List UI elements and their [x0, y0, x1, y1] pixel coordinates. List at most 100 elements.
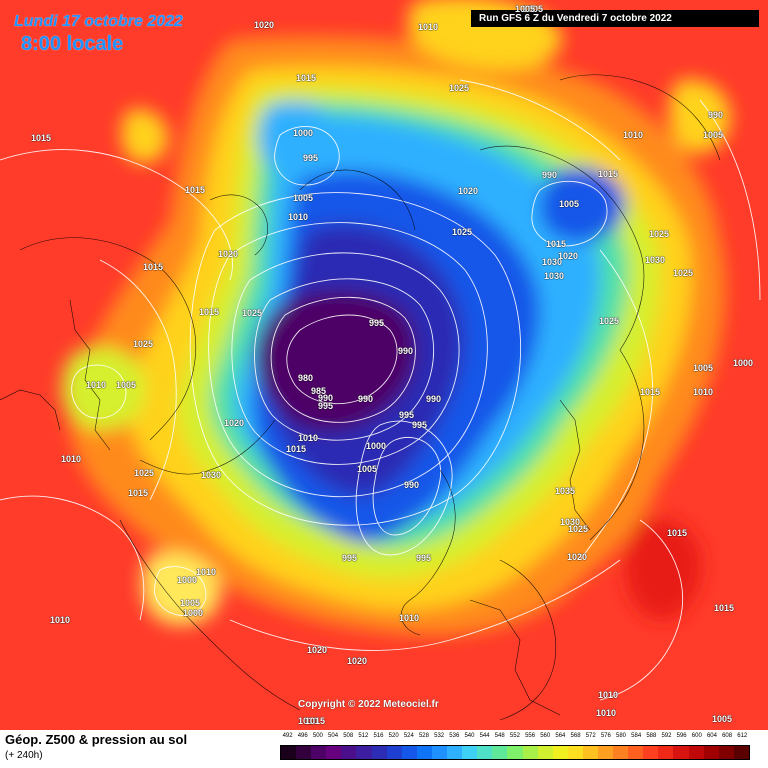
- isobar-pressure-label: 1015: [185, 185, 206, 195]
- legend-swatch: [658, 746, 674, 759]
- isobar-pressure-label: 995: [342, 553, 358, 563]
- isobar-pressure-label: 1005: [116, 380, 137, 390]
- isobar-pressure-label: 1010: [596, 708, 617, 718]
- legend-swatch: [492, 746, 508, 759]
- isobar-pressure-label: 990: [318, 393, 334, 403]
- legend-swatch: [597, 746, 614, 759]
- legend-swatch: [311, 746, 327, 759]
- isobar-pressure-label: 1015: [667, 528, 688, 538]
- isobar-pressure-label: 1000: [366, 441, 387, 451]
- legend-swatch: [281, 746, 297, 759]
- legend-tick-label: 508: [343, 733, 354, 739]
- legend-tick-label: 560: [540, 733, 551, 739]
- isobar-pressure-label: 1015: [143, 262, 164, 272]
- isobar-pressure-label: 990: [542, 170, 558, 180]
- legend-swatch: [552, 746, 568, 759]
- isobar-pressure-label: 990: [426, 394, 442, 404]
- legend-tick-label: 520: [388, 733, 399, 739]
- legend-tick-label: 608: [722, 733, 733, 739]
- isobar-pressure-label: 1020: [567, 552, 588, 562]
- isobar-pressure-label: 1010: [86, 380, 107, 390]
- legend-tick-label: 536: [449, 733, 460, 739]
- legend-swatch: [537, 746, 553, 759]
- legend-swatch: [628, 746, 644, 759]
- copyright-text: Copyright © 2022 Meteociel.fr: [298, 699, 439, 710]
- isobar-pressure-label: 1020: [218, 249, 239, 259]
- legend-swatch: [582, 746, 598, 759]
- isobar-pressure-label: 1010: [288, 212, 309, 222]
- isobar-pressure-label: 1010: [693, 387, 714, 397]
- legend-swatch: [477, 746, 493, 759]
- isobar-pressure-label: 1025: [449, 83, 470, 93]
- isobar-pressure-label: 995: [416, 553, 432, 563]
- legend-tick-label: 588: [646, 733, 657, 739]
- isobar-pressure-label: 1000: [183, 608, 204, 618]
- isobar-pressure-label: 1035: [555, 486, 576, 496]
- isobar-pressure-label: 1010: [298, 716, 319, 726]
- legend-tick-label: 496: [297, 733, 308, 739]
- isobar-pressure-label: 1025: [133, 339, 154, 349]
- legend-swatch: [326, 746, 342, 759]
- legend-swatch: [688, 746, 704, 759]
- isobar-pressure-label: 1010: [196, 567, 217, 577]
- isobar-pressure-label: 990: [404, 480, 420, 490]
- isobar-pressure-label: 990: [708, 110, 724, 120]
- isobar-pressure-label: 1020: [558, 251, 579, 261]
- legend-swatch: [522, 746, 538, 759]
- isobar-pressure-label: 1015: [296, 73, 317, 83]
- isobar-pressure-label: 1010: [418, 22, 439, 32]
- isobar-pressure-label: 1030: [542, 257, 563, 267]
- legend-swatch: [371, 746, 387, 759]
- isobar-pressure-label: 1020: [254, 20, 275, 30]
- legend-tick-label: 592: [661, 733, 672, 739]
- legend-swatch: [643, 746, 659, 759]
- isobar-pressure-label: 1025: [599, 316, 620, 326]
- footer-subtitle: (+ 240h): [5, 750, 43, 761]
- isobar-pressure-label: 985: [311, 386, 327, 396]
- isobar-pressure-label: 1015: [286, 444, 307, 454]
- legend-swatch: [507, 746, 523, 759]
- legend-tick-label: 584: [631, 733, 642, 739]
- legend-tick-label: 568: [570, 733, 581, 739]
- isobar-pressure-label: 1025: [673, 268, 694, 278]
- isobar-pressure-label: 1030: [544, 271, 565, 281]
- legend-tick-label: 572: [585, 733, 596, 739]
- legend-tick-label: 512: [358, 733, 369, 739]
- model-run-info: Run GFS 6 Z du Vendredi 7 octobre 2022: [471, 10, 759, 27]
- isobar-pressure-label: 990: [398, 346, 414, 356]
- legend-tick-label: 492: [282, 733, 293, 739]
- legend-swatch: [718, 746, 734, 759]
- isobar-pressure-label: 995: [303, 153, 319, 163]
- legend-tick-label: 576: [600, 733, 611, 739]
- isobar-pressure-label: 1010: [399, 613, 420, 623]
- legend-tick-label: 540: [464, 733, 475, 739]
- legend-tick-labels: 492 496 500 504 508 512 516 520 524 528 532 536 540 5…: [280, 733, 750, 743]
- isobar-pressure-label: 1030: [201, 470, 222, 480]
- isobar-pressure-label: 980: [298, 373, 314, 383]
- isobar-pressure-label: 1030: [645, 255, 666, 265]
- isobar-pressure-label: 1015: [714, 603, 735, 613]
- isobar-pressure-label: 1025: [452, 227, 473, 237]
- legend-swatch: [462, 746, 478, 759]
- isobar-pressure-label: 1000: [177, 575, 198, 585]
- legend-tick-label: 580: [616, 733, 627, 739]
- isobar-pressure-label: 1015: [305, 716, 326, 726]
- legend-swatch: [386, 746, 402, 759]
- isobar-pressure-label: 1020: [224, 418, 245, 428]
- isobar-pressure-label: 1005: [693, 363, 714, 373]
- isobar-pressure-label: 995: [399, 410, 415, 420]
- isobar-pressure-label: 1015: [199, 307, 220, 317]
- legend-tick-label: 504: [328, 733, 339, 739]
- footer-title: Géop. Z500 & pression au sol: [5, 732, 188, 747]
- isobar-pressure-label: 995: [369, 318, 385, 328]
- isobar-pressure-label: 1025: [134, 468, 155, 478]
- legend-swatch: [673, 746, 689, 759]
- isobar-pressure-label: 1005: [515, 4, 536, 14]
- isobar-pressure-label: 995: [318, 401, 334, 411]
- isobar-pressure-label: 1005: [703, 130, 724, 140]
- legend-swatch: [341, 746, 357, 759]
- isobar-pressure-label: 1010: [623, 130, 644, 140]
- legend-tick-label: 516: [373, 733, 384, 739]
- forecast-date: Lundi 17 octobre 2022: [14, 13, 183, 30]
- legend-swatch: [733, 746, 749, 759]
